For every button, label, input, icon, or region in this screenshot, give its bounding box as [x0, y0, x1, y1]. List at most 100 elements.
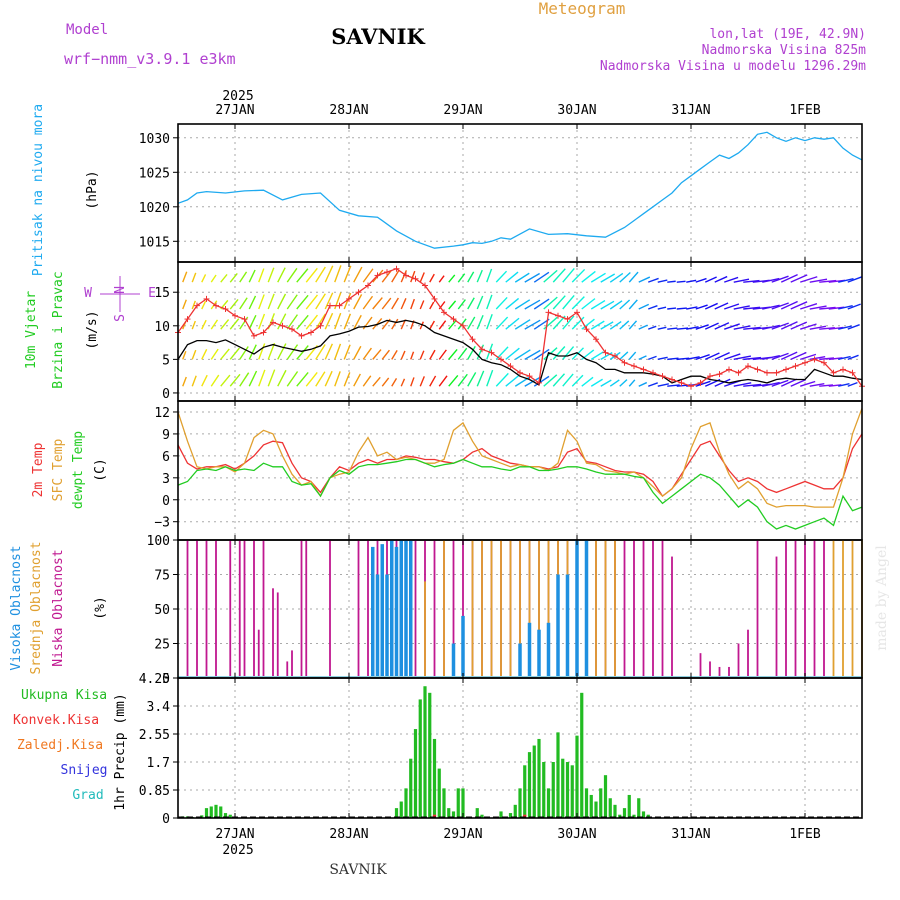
- y-tick-label: 1020: [139, 201, 170, 216]
- wind-arrow: [667, 307, 677, 310]
- wind-arrow: [762, 304, 780, 310]
- y-tick-label: 100: [147, 534, 170, 549]
- bar-niska-oblacnost: [229, 540, 232, 678]
- wind-arrow: [619, 379, 628, 387]
- bar-ukupna-kisa: [532, 745, 536, 818]
- wind-arrow: [638, 381, 648, 387]
- wind-arrow: [305, 314, 319, 330]
- series-line-speed: [177, 319, 863, 386]
- wind-arrow: [419, 376, 425, 387]
- bar-ukupna-kisa: [480, 814, 484, 818]
- wind-arrow: [571, 374, 584, 387]
- wind-panel: 0 5 10 15: [154, 261, 865, 402]
- wind-arrow: [628, 299, 638, 310]
- wind-arrow: [600, 321, 614, 330]
- wind-arrow: [571, 268, 586, 283]
- wind-arrow: [657, 383, 669, 387]
- wind-arrow: [847, 354, 859, 361]
- wind-arrow: [258, 294, 265, 310]
- wind-arrow: [828, 326, 844, 330]
- wind-arrow: [438, 375, 448, 387]
- bar-niska-oblacnost: [286, 661, 289, 678]
- bar-ukupna-kisa: [513, 804, 517, 818]
- bottom-day-label: 1FEB: [789, 827, 820, 842]
- wind-arrow: [505, 297, 520, 310]
- bar-ukupna-kisa: [228, 814, 232, 818]
- wind-arrow: [819, 384, 834, 387]
- wind-arrow: [296, 345, 309, 360]
- wind-arrow: [847, 276, 862, 283]
- top-day-label: 1FEB: [789, 103, 820, 118]
- y-tick-label: 9: [162, 428, 170, 443]
- wind-arrow: [372, 349, 382, 360]
- wind-arrow: [248, 295, 257, 310]
- bar-ukupna-kisa: [575, 735, 579, 818]
- wind-arrow: [514, 375, 531, 387]
- wind-arrow: [182, 376, 187, 387]
- wind-arrow: [324, 292, 334, 310]
- bar-niska-oblacnost: [794, 540, 797, 678]
- wind-arrow: [838, 325, 852, 330]
- y-tick-label: 4.25: [139, 672, 170, 687]
- bar-ukupna-kisa: [209, 806, 213, 818]
- wind-arrow: [324, 370, 333, 387]
- y-tick-label: 0: [162, 812, 170, 827]
- y-tick-label: 0: [162, 387, 170, 402]
- wind-arrow: [819, 279, 837, 283]
- bar-visoka-oblacnost: [565, 574, 570, 678]
- bar-ukupna-kisa: [608, 798, 612, 818]
- wind-arrow: [410, 377, 415, 387]
- wind-arrow: [743, 279, 760, 283]
- bar-konvek-kisa: [432, 814, 437, 818]
- bar-konvek-kisa: [523, 814, 527, 818]
- wind-arrow: [448, 375, 459, 387]
- bar-ukupna-kisa: [570, 765, 574, 818]
- bar-niska-oblacnost: [253, 540, 255, 678]
- bar-ukupna-kisa: [542, 762, 546, 818]
- wind-arrow: [533, 271, 550, 283]
- series-line-sfc-temp: [177, 408, 863, 508]
- wind-arrow: [201, 300, 207, 310]
- bar-ukupna-kisa: [399, 801, 403, 818]
- wind-arrow: [819, 327, 835, 330]
- wind-arrow: [391, 318, 399, 330]
- wind-arrow: [448, 348, 458, 360]
- bar-srednja-oblacnost: [604, 540, 607, 678]
- wind-arrow: [400, 350, 406, 360]
- wind-arrow: [182, 299, 187, 310]
- wind-arrow: [590, 299, 606, 310]
- wind-arrow: [809, 325, 827, 330]
- wind-arrow: [619, 351, 629, 360]
- meteogram-title: Meteogram: [539, 0, 626, 18]
- y-tick-label: 3.4: [147, 700, 171, 715]
- bar-ukupna-kisa: [637, 798, 641, 818]
- wind-arrow: [495, 270, 508, 283]
- bar-ukupna-kisa: [437, 768, 441, 818]
- wind-arrow: [229, 318, 240, 330]
- bar-visoka-oblacnost: [527, 622, 532, 678]
- bar-ukupna-kisa: [622, 808, 627, 818]
- y-tick-label: 15: [154, 286, 170, 301]
- wind-arrow: [400, 378, 406, 387]
- precip-legend: Ukupna Kisa Konvek.Kisa Zaledj.Kisa Snij…: [13, 688, 108, 803]
- year-label-bottom: 2025: [222, 843, 253, 858]
- bar-niska-oblacnost: [709, 661, 711, 678]
- wind-arrow: [619, 271, 631, 283]
- wind-arrow: [220, 319, 230, 330]
- wind-arrow: [201, 319, 207, 330]
- wind-arrow: [410, 351, 415, 360]
- wind-arrow: [505, 374, 521, 387]
- wind-arrow: [628, 351, 637, 360]
- wind-title-line1: 10m Vjetar: [24, 291, 39, 369]
- wind-arrow: [790, 274, 808, 283]
- wind-arrow: [819, 357, 835, 361]
- wind-arrow: [448, 300, 457, 310]
- wind-arrow: [239, 297, 248, 310]
- wind-arrow: [533, 375, 550, 387]
- wind-arrow: [676, 357, 690, 361]
- cloud-label-low: Niska Oblacnost: [51, 549, 66, 666]
- bar-ukupna-kisa: [551, 762, 555, 818]
- wind-arrow: [191, 300, 196, 310]
- wind-arrow: [362, 347, 372, 360]
- wind-arrow: [780, 351, 798, 361]
